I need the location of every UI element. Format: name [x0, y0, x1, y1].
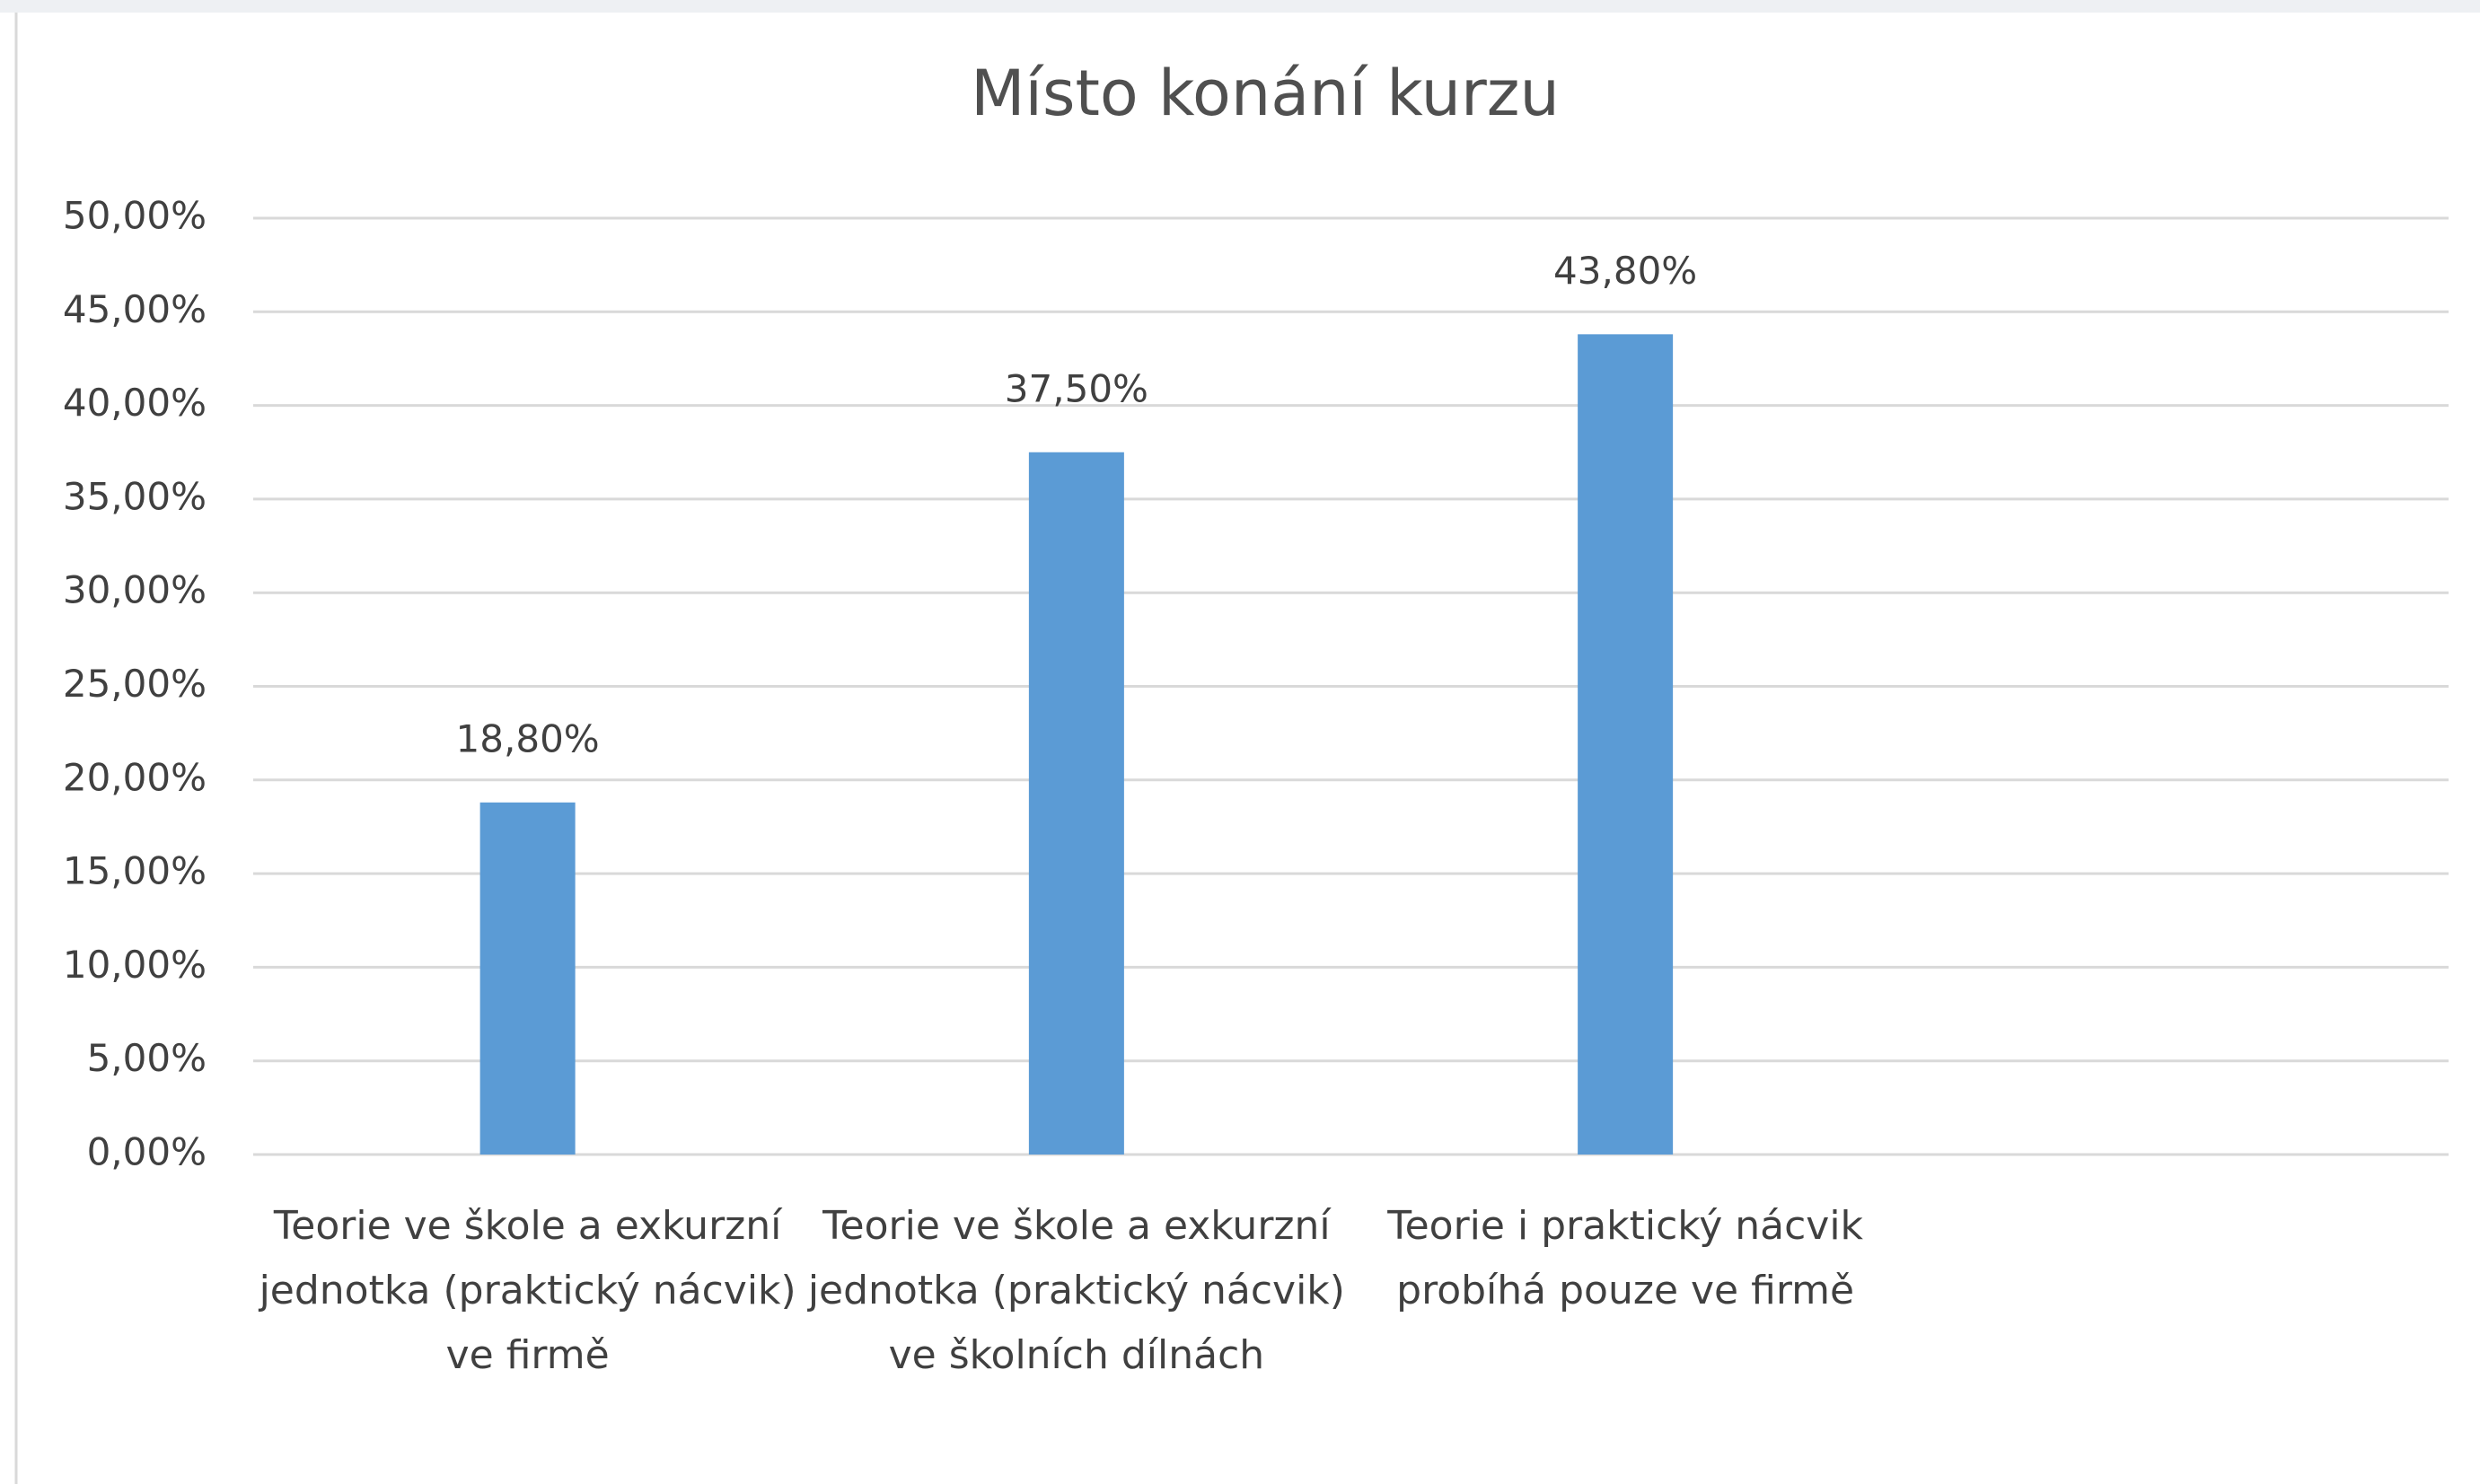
- x-tick-label: Teorie i praktický nácvik probíhá pouze …: [1387, 1203, 1864, 1313]
- y-tick-label: 45,00%: [63, 287, 207, 331]
- y-tick-label: 5,00%: [87, 1036, 207, 1080]
- data-label: 37,50%: [1005, 366, 1148, 410]
- bar: [479, 802, 576, 1155]
- y-tick-label: 30,00%: [63, 568, 207, 612]
- bar: [1028, 452, 1124, 1155]
- chart-title: Místo konání kurzu: [971, 57, 1560, 130]
- y-tick-label: 50,00%: [63, 194, 207, 238]
- top-band: [0, 0, 2480, 13]
- x-tick-label: Teorie ve škole a exkurzní jednotka (pra…: [807, 1203, 1345, 1378]
- y-tick-label: 10,00%: [63, 943, 207, 987]
- y-tick-label: 35,00%: [63, 474, 207, 518]
- y-tick-label: 25,00%: [63, 662, 207, 706]
- y-tick-label: 0,00%: [87, 1130, 207, 1174]
- data-label: 43,80%: [1553, 249, 1697, 293]
- y-tick-label: 20,00%: [63, 755, 207, 799]
- y-tick-label: 15,00%: [63, 849, 207, 893]
- x-tick-label: Teorie ve škole a exkurzní jednotka (pra…: [259, 1203, 796, 1378]
- y-tick-label: 40,00%: [63, 381, 207, 425]
- bar: [1578, 334, 1674, 1155]
- data-label: 18,80%: [456, 716, 600, 760]
